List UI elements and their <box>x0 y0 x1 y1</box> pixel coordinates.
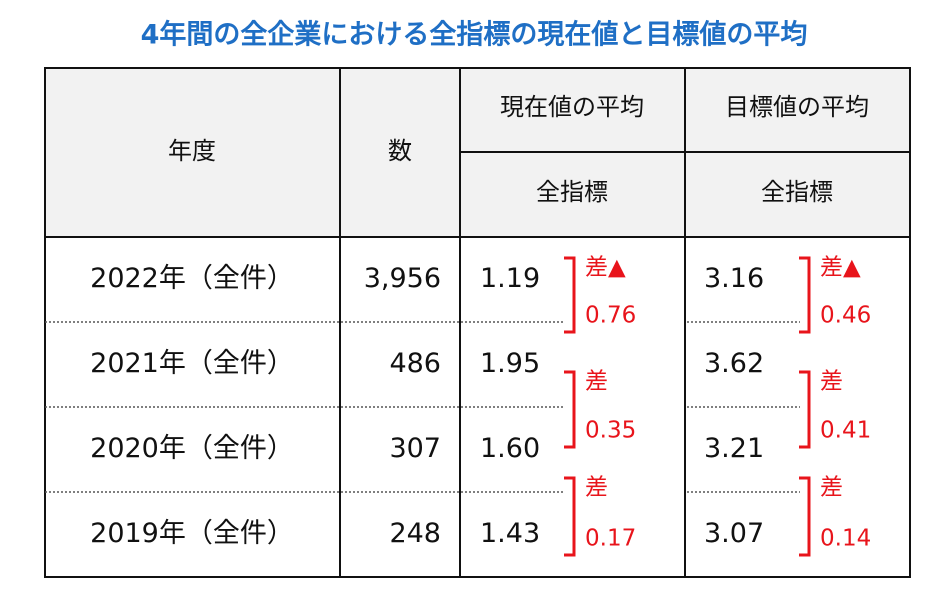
count-cell: 248 <box>389 518 441 549</box>
count-cell: 486 <box>389 348 441 379</box>
count-cell: 3,956 <box>364 263 441 294</box>
diff-label: 差▲ <box>820 255 861 281</box>
diff-label: 差 <box>585 475 608 501</box>
current-cell: 1.43 <box>480 518 540 549</box>
diff-label: 差 <box>820 369 843 395</box>
diff-bracket <box>564 370 576 449</box>
target-cell: 3.21 <box>704 433 764 464</box>
year-cell: 2019年（全件） <box>90 518 294 549</box>
diff-bracket <box>564 476 576 557</box>
header-current-sub: 全指標 <box>536 178 608 206</box>
diff-bracket <box>799 256 811 334</box>
diff-value: 0.17 <box>585 526 636 552</box>
target-cell: 3.62 <box>704 348 764 379</box>
header-current: 現在値の平均 <box>500 93 644 121</box>
header-year: 年度 <box>168 137 216 165</box>
header-count: 数 <box>388 137 412 165</box>
diff-bracket <box>799 370 811 449</box>
diff-bracket <box>799 476 811 557</box>
year-cell: 2020年（全件） <box>90 433 294 464</box>
year-cell: 2021年（全件） <box>90 348 294 379</box>
header-target-sub: 全指標 <box>761 178 833 206</box>
diff-value: 0.35 <box>585 418 636 444</box>
diff-value: 0.76 <box>585 303 636 329</box>
year-cell: 2022年（全件） <box>90 263 294 294</box>
diff-value: 0.46 <box>820 303 871 329</box>
current-cell: 1.19 <box>480 263 540 294</box>
title: 4年間の全企業における全指標の現在値と目標値の平均 <box>141 19 808 51</box>
diff-value: 0.14 <box>820 526 871 552</box>
diff-label: 差 <box>820 475 843 501</box>
diff-bracket <box>564 256 576 334</box>
header-target: 目標値の平均 <box>725 93 869 121</box>
target-cell: 3.07 <box>704 518 764 549</box>
target-cell: 3.16 <box>704 263 764 294</box>
diff-value: 0.41 <box>820 418 871 444</box>
current-cell: 1.95 <box>480 348 540 379</box>
diff-label: 差 <box>585 369 608 395</box>
diff-label: 差▲ <box>585 255 626 281</box>
current-cell: 1.60 <box>480 433 540 464</box>
count-cell: 307 <box>389 433 441 464</box>
